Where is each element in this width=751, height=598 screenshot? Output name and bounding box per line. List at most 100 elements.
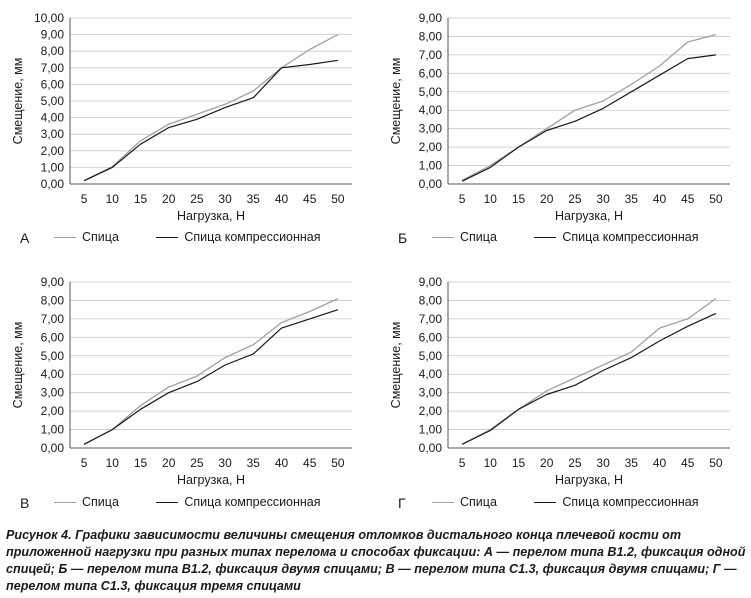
- x-tick-label: 40: [275, 456, 289, 470]
- x-tick-label: 20: [162, 456, 176, 470]
- x-tick-label: 20: [540, 192, 554, 206]
- y-tick-label: 2,00: [41, 144, 65, 158]
- x-tick-label: 30: [218, 192, 232, 206]
- y-tick-label: 2,00: [419, 140, 443, 154]
- legend-label: Спица: [460, 495, 497, 509]
- legend-swatch-light: [54, 237, 76, 239]
- y-tick-label: 5,00: [41, 349, 65, 363]
- chart-panel-a: 0,00 1,00 2,00 3,00 4,00 5,00 6,00 7,00 8,00 9,00…: [0, 0, 370, 258]
- legend-b: Спица Спица компрессионная: [432, 230, 733, 244]
- x-tick-label: 5: [459, 456, 466, 470]
- y-tick-label: 7,00: [419, 312, 443, 326]
- x-tick-label: 35: [625, 192, 639, 206]
- x-tick-label: 50: [331, 456, 345, 470]
- series-line-compression: [461, 54, 716, 182]
- legend-c: Спица Спица компрессионная: [54, 495, 355, 509]
- legend-swatch-light: [432, 502, 454, 504]
- series-line-spica: [83, 298, 339, 445]
- series-line-compression: [461, 312, 717, 445]
- y-tick-label: 0,00: [419, 441, 443, 455]
- series-line-spica: [83, 34, 339, 182]
- x-tick-label: 20: [162, 192, 176, 206]
- chart-svg-d: 0,00 1,00 2,00 3,00 4,00 5,00 6,00 7,00 8,00 9,00…: [389, 275, 730, 487]
- x-tick-label: 15: [134, 456, 148, 470]
- x-tick-label: 15: [512, 192, 526, 206]
- y-tick-label: 4,00: [41, 367, 65, 381]
- x-tick-label: 45: [681, 192, 695, 206]
- y-tick-label: 0,00: [41, 441, 65, 455]
- x-tick-label: 30: [596, 456, 610, 470]
- chart-svg-b: 0,00 1,00 2,00 3,00 4,00 5,00 6,00 7,00 8,00 9,00…: [389, 11, 730, 223]
- y-tick-label: 1,00: [41, 160, 65, 174]
- x-tick-label: 15: [134, 192, 148, 206]
- x-tick-label: 10: [106, 192, 120, 206]
- series-line-spica: [461, 33, 717, 181]
- legend-swatch-dark: [534, 237, 557, 239]
- y-tick-label: 1,00: [419, 159, 443, 173]
- legend-label: Спица компрессионная: [562, 495, 699, 509]
- x-tick-label: 5: [81, 192, 88, 206]
- y-tick-label: 2,00: [419, 404, 443, 418]
- x-tick-label: 10: [106, 456, 120, 470]
- x-axis-title: Нагрузка, Н: [555, 473, 623, 487]
- chart-svg-c: 0,00 1,00 2,00 3,00 4,00 5,00 6,00 7,00 8,00 9,00…: [11, 275, 352, 487]
- y-tick-label: 10,00: [34, 11, 64, 25]
- x-tick-label: 35: [247, 456, 261, 470]
- x-axis-title: Нагрузка, Н: [555, 209, 623, 223]
- y-tick-label: 6,00: [419, 330, 443, 344]
- x-tick-label: 45: [303, 456, 317, 470]
- legend-item-compression-b: Спица компрессионная: [534, 230, 699, 244]
- y-tick-label: 3,00: [419, 386, 443, 400]
- y-tick-label: 9,00: [41, 275, 65, 289]
- x-tick-label: 25: [568, 192, 582, 206]
- y-tick-label: 3,00: [419, 122, 443, 136]
- y-tick-label: 4,00: [419, 103, 443, 117]
- legend-item-spica-a: Спица: [54, 230, 119, 244]
- chart-panel-b: 0,00 1,00 2,00 3,00 4,00 5,00 6,00 7,00 8,00 9,00…: [378, 0, 748, 258]
- x-tick-label: 50: [709, 456, 723, 470]
- x-tick-label: 50: [709, 192, 723, 206]
- x-tick-label: 30: [596, 192, 610, 206]
- x-tick-label: 45: [303, 192, 317, 206]
- y-axis-title: Смещение, мм: [11, 322, 25, 409]
- legend-item-compression-a: Спица компрессионная: [156, 230, 321, 244]
- legend-swatch-dark: [156, 502, 179, 504]
- series-line-compression: [83, 309, 339, 445]
- legend-item-spica-c: Спица: [54, 495, 119, 509]
- x-axis-title: Нагрузка, Н: [177, 209, 245, 223]
- x-axis-title: Нагрузка, Н: [177, 473, 245, 487]
- legend-label: Спица: [460, 230, 497, 244]
- y-tick-label: 8,00: [419, 29, 443, 43]
- y-tick-label: 5,00: [419, 349, 443, 363]
- legend-d: Спица Спица компрессионная: [432, 495, 733, 509]
- x-tick-label: 20: [540, 456, 554, 470]
- y-tick-label: 5,00: [419, 85, 443, 99]
- legend-swatch-dark: [534, 502, 557, 504]
- x-tick-label: 35: [625, 456, 639, 470]
- legend-label: Спица компрессионная: [184, 495, 321, 509]
- x-tick-label: 25: [568, 456, 582, 470]
- y-tick-label: 2,00: [41, 404, 65, 418]
- legend-swatch-light: [54, 502, 76, 504]
- figure-caption: Рисунок 4. Графики зависимости величины …: [6, 528, 746, 593]
- panel-label-c: В: [20, 495, 30, 511]
- y-axis-title: Смещение, мм: [11, 58, 25, 145]
- y-axis-title: Смещение, мм: [389, 322, 403, 409]
- chart-svg-a: 0,00 1,00 2,00 3,00 4,00 5,00 6,00 7,00 8,00 9,00…: [11, 11, 352, 223]
- y-tick-label: 8,00: [419, 293, 443, 307]
- y-tick-label: 4,00: [419, 367, 443, 381]
- x-tick-label: 50: [331, 192, 345, 206]
- x-tick-label: 5: [81, 456, 88, 470]
- y-tick-label: 3,00: [41, 386, 65, 400]
- series-line-compression: [83, 59, 338, 182]
- x-tick-label: 40: [275, 192, 289, 206]
- legend-swatch-light: [432, 237, 454, 239]
- x-tick-label: 40: [653, 456, 667, 470]
- legend-label: Спица: [82, 230, 119, 244]
- y-tick-label: 4,00: [41, 111, 65, 125]
- x-tick-label: 45: [681, 456, 695, 470]
- y-tick-label: 0,00: [41, 177, 65, 191]
- legend-item-spica-d: Спица: [432, 495, 497, 509]
- x-tick-label: 10: [484, 456, 498, 470]
- y-tick-label: 6,00: [41, 77, 65, 91]
